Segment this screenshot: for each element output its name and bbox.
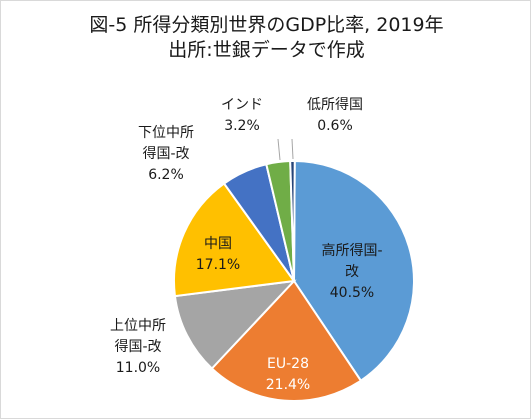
- pie-slice-0: [292, 159, 415, 383]
- data-label-0: 高所得国- 改 40.5%: [321, 242, 382, 301]
- chart-title-line1: 図-5 所得分類別世界のGDP比率, 2019年: [89, 14, 444, 36]
- data-label-value: 40.5%: [330, 285, 374, 301]
- data-label-2: 上位中所得国-改 11.0%: [110, 318, 166, 376]
- data-label-4: 下位中所得国-改 6.2%: [138, 125, 194, 183]
- pie-slice-6: [289, 159, 296, 282]
- chart-title-line2: 出所:世銀データで作成: [168, 39, 365, 61]
- data-label-value: 17.1%: [196, 257, 240, 273]
- pie-slice-1: [210, 279, 363, 402]
- data-label-name: 中国: [204, 236, 232, 252]
- data-label-value: 3.2%: [224, 118, 260, 134]
- pie-slice-2: [173, 279, 297, 370]
- data-label-name: 下位中所: [138, 125, 194, 141]
- data-label-name: 得国-改: [114, 338, 161, 355]
- data-label-name: 上位中所: [110, 318, 166, 334]
- leader-line-6: [291, 138, 294, 160]
- data-label-3: 中国 17.1%: [196, 236, 240, 273]
- pie-slice-3: [173, 182, 296, 298]
- data-label-6: 低所得国 0.6%: [307, 96, 363, 134]
- data-label-name: EU-28: [267, 356, 309, 372]
- data-label-value: 6.2%: [148, 167, 184, 183]
- data-label-5: インド 3.2%: [221, 97, 263, 134]
- data-label-name: インド: [221, 97, 263, 113]
- data-label-name: 改: [345, 264, 359, 280]
- leader-line-5: [277, 138, 281, 161]
- data-label-name: 低所得国: [307, 96, 363, 113]
- data-label-1: EU-28 21.4%: [266, 356, 310, 393]
- chart-title: 図-5 所得分類別世界のGDP比率, 2019年 出所:世銀データで作成: [1, 13, 531, 63]
- pie-slices: [173, 159, 415, 402]
- data-label-name: 高所得国-: [321, 242, 382, 259]
- data-label-value: 0.6%: [317, 118, 353, 134]
- data-label-value: 21.4%: [266, 377, 310, 393]
- data-label-value: 11.0%: [116, 360, 160, 376]
- data-label-name: 得国-改: [142, 145, 189, 162]
